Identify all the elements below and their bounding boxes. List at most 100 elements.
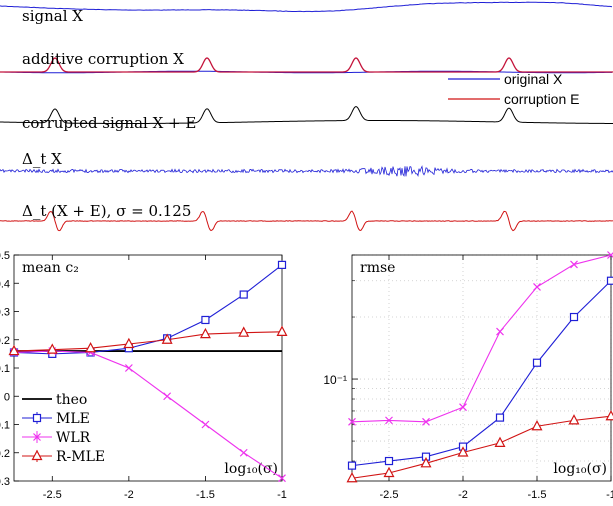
signal-x-trace bbox=[0, 1, 613, 13]
strip-label-delta: Δ_t X bbox=[22, 150, 62, 168]
data-point-mle bbox=[347, 461, 357, 470]
data-point-mle bbox=[239, 290, 248, 299]
data-point-r-mle bbox=[494, 436, 506, 447]
y-tick-label: 0.1 bbox=[0, 363, 10, 375]
data-point-wlr bbox=[124, 364, 133, 372]
chart-title: rmse bbox=[360, 260, 395, 276]
data-point-r-mle bbox=[605, 409, 613, 421]
strip-signal: signal X bbox=[0, 1, 613, 25]
data-point-mle bbox=[277, 260, 287, 269]
series-r-mle bbox=[346, 409, 613, 483]
x-tick-label: -2.5 bbox=[380, 489, 399, 501]
y-tick-label: 0.1 bbox=[0, 420, 10, 432]
data-point-wlr bbox=[459, 403, 467, 412]
x-tick-label: -1.5 bbox=[528, 489, 547, 501]
data-point-mle bbox=[495, 413, 505, 422]
x-tick-label: -1 bbox=[277, 489, 287, 501]
strip-additive: additive corruption X original X corrupt… bbox=[0, 50, 613, 107]
data-point-r-mle bbox=[238, 326, 250, 337]
data-point-r-mle bbox=[46, 343, 58, 354]
series-line-wlr bbox=[13, 350, 283, 479]
series-mle bbox=[347, 276, 613, 470]
x-axis-label: log₁₀(σ) bbox=[553, 461, 607, 477]
data-point-mle bbox=[532, 358, 542, 367]
data-point-wlr bbox=[348, 417, 356, 426]
x-tick-label: -1 bbox=[606, 489, 613, 501]
data-point-r-mle bbox=[85, 341, 97, 353]
data-point-r-mle bbox=[457, 446, 469, 457]
y-tick-label: 0.2 bbox=[0, 335, 10, 347]
y-tick-label: 0 bbox=[4, 391, 10, 403]
data-point-r-mle bbox=[123, 337, 135, 349]
strip-corrupted: corrupted signal X + E bbox=[0, 106, 613, 132]
data-point-r-mle bbox=[199, 327, 211, 339]
y-tick-label: 0.2 bbox=[0, 448, 10, 460]
data-point-wlr bbox=[570, 260, 578, 269]
mean-c2-chart: -2.5 -2 -1.5 -1 0.5 0.4 0.3 0.2 0.1 0 0.1 0.2 0.3 mea… bbox=[0, 250, 288, 501]
strip-delta: Δ_t X bbox=[0, 150, 613, 178]
data-point-mle bbox=[384, 456, 394, 466]
plot-frame bbox=[13, 254, 283, 482]
data-point-r-mle bbox=[276, 325, 288, 336]
series-wlr bbox=[348, 251, 613, 426]
legend-marker-mle bbox=[32, 413, 42, 423]
y-tick-label: 0.4 bbox=[0, 278, 10, 290]
data-point-wlr bbox=[239, 448, 248, 457]
data-point-wlr bbox=[607, 251, 613, 259]
legend-label-theo: theo bbox=[56, 392, 87, 408]
y-tick-label: 10⁻¹ bbox=[323, 373, 347, 387]
data-point-r-mle bbox=[346, 471, 358, 483]
data-point-r-mle bbox=[8, 344, 20, 356]
series-line-mle bbox=[13, 264, 283, 355]
data-point-mle bbox=[569, 312, 579, 322]
y-tick-label: 0.5 bbox=[0, 250, 10, 262]
legend-label-r-mle: R-MLE bbox=[56, 449, 105, 465]
data-point-wlr bbox=[278, 474, 286, 483]
strip-label-additive: additive corruption X bbox=[22, 50, 184, 68]
delta-x-trace bbox=[0, 165, 613, 178]
strip-delta-corrupted: Δ_t (X + E), σ = 0.125 bbox=[0, 202, 613, 232]
strip-label-delta-corrupted: Δ_t (X + E), σ = 0.125 bbox=[22, 202, 191, 220]
legend-label-wlr: WLR bbox=[56, 430, 91, 446]
data-point-r-mle bbox=[420, 457, 432, 468]
chart-legend: theo MLE WLR R-MLE bbox=[22, 392, 105, 465]
data-point-r-mle bbox=[161, 333, 173, 344]
x-tick-label: -1.5 bbox=[196, 489, 215, 501]
x-tick-label: -2 bbox=[458, 489, 468, 501]
corrupted-signal-trace bbox=[0, 106, 613, 124]
data-point-mle bbox=[606, 276, 613, 285]
legend-label-mle: MLE bbox=[56, 411, 90, 427]
strip-label-corrupted: corrupted signal X + E bbox=[22, 114, 196, 132]
delta-corrupted-trace bbox=[0, 210, 613, 232]
plot-frame bbox=[351, 254, 612, 482]
series-line-wlr bbox=[351, 254, 612, 423]
rmse-chart: -2.5 -2 -1.5 -1 10⁻¹ rmse log₁₀(σ) bbox=[323, 251, 613, 501]
data-point-mle bbox=[201, 315, 210, 325]
chart-title: mean c₂ bbox=[22, 260, 79, 276]
series-line-mle bbox=[351, 280, 612, 467]
x-axis-label: log₁₀(σ) bbox=[224, 461, 278, 477]
legend-marker-r-mle bbox=[31, 449, 43, 461]
data-point-wlr bbox=[422, 417, 430, 426]
data-point-wlr bbox=[201, 420, 210, 429]
strip-legend: original X corruption E bbox=[448, 71, 579, 107]
data-point-r-mle bbox=[568, 414, 580, 425]
data-point-wlr bbox=[533, 282, 541, 291]
y-tick-label: 0.3 bbox=[0, 476, 10, 488]
data-point-wlr bbox=[163, 392, 172, 401]
data-point-r-mle bbox=[383, 466, 395, 478]
data-point-r-mle bbox=[531, 419, 543, 431]
data-point-wlr bbox=[385, 416, 393, 425]
series-line-r-mle bbox=[13, 331, 283, 352]
legend-original-label: original X bbox=[504, 71, 563, 87]
x-tick-label: -2.5 bbox=[43, 489, 62, 501]
legend-corruption-label: corruption E bbox=[504, 91, 579, 107]
data-point-wlr bbox=[496, 327, 504, 336]
y-tick-label: 0.3 bbox=[0, 307, 10, 319]
series-r-mle bbox=[8, 325, 288, 356]
legend-marker-wlr bbox=[33, 433, 41, 441]
strip-label-signal: signal X bbox=[22, 7, 83, 25]
additive-corruption-trace bbox=[0, 57, 613, 73]
x-tick-label: -2 bbox=[124, 489, 134, 501]
